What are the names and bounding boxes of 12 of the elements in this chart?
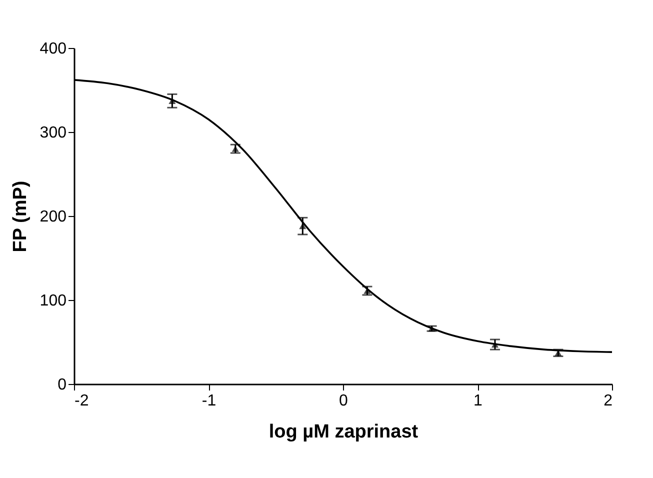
y-tick-label: 200 (40, 208, 67, 226)
x-axis-title: log µM zaprinast (268, 422, 419, 442)
x-tick-label: -2 (74, 392, 89, 410)
y-tick-label: 100 (40, 292, 67, 310)
y-tick-label: 400 (40, 40, 67, 58)
x-tick-label: -1 (202, 392, 216, 410)
x-tick-label: 0 (339, 392, 348, 410)
x-tick-label: 1 (474, 392, 483, 410)
y-tick-label: 0 (58, 376, 67, 394)
y-tick-label: 300 (40, 124, 67, 142)
x-tick-label: 2 (604, 392, 613, 410)
y-axis-title: FP (mP) (10, 180, 31, 252)
